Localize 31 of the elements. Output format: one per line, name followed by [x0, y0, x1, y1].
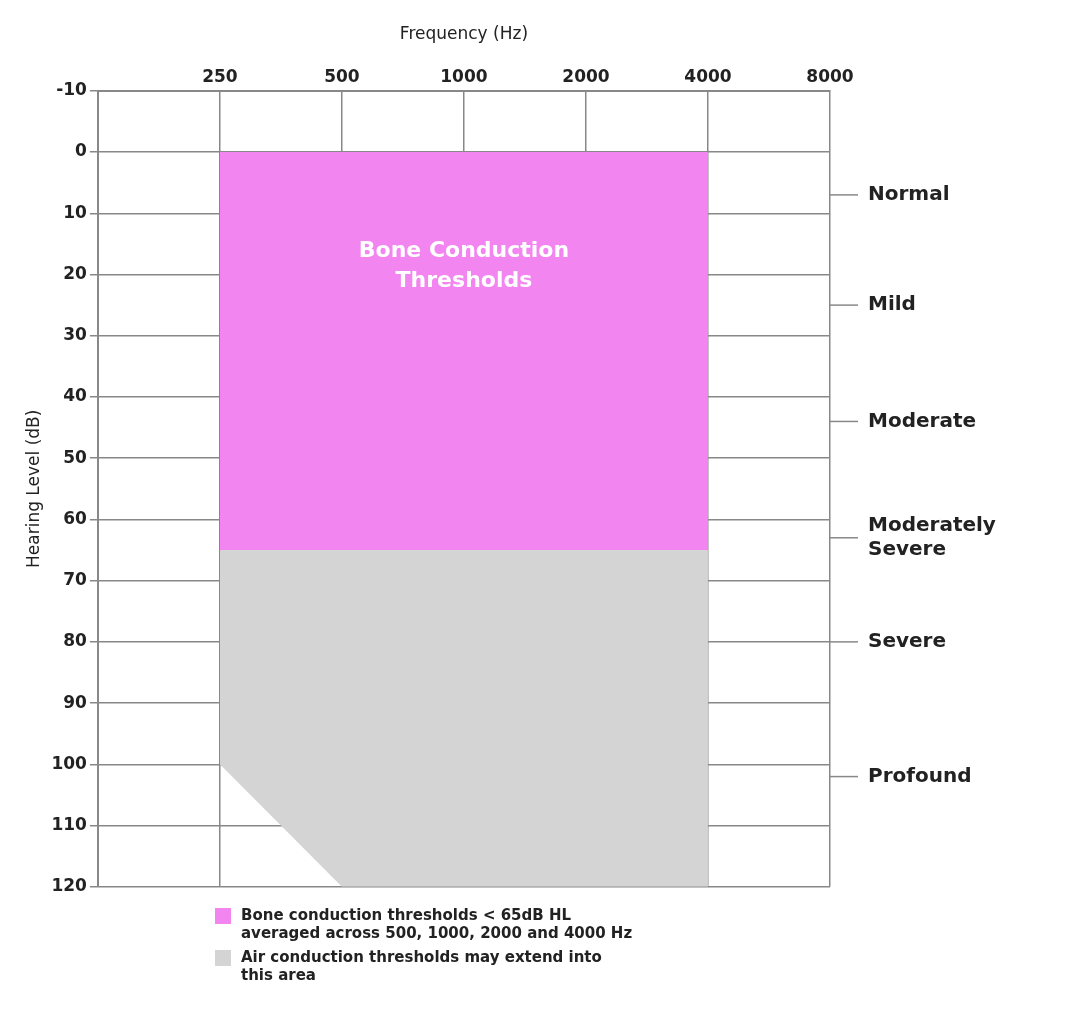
annotation: Bone Conduction Thresholds: [358, 236, 570, 292]
ref-line-label: Normal: [868, 181, 950, 206]
legend-label: Bone conduction thresholds < 65dB HL averaged across 500, 1000, 2000 and 4000 Hz: [241, 906, 634, 942]
y-tick-label: 110: [51, 813, 88, 834]
y-tick-label: 120: [51, 875, 88, 896]
ref-line-label: Moderately Severe: [868, 511, 996, 560]
y-tick-label: 70: [63, 569, 88, 590]
y-tick-label: -10: [56, 79, 88, 100]
y-axis-title: Hearing Level (dB): [22, 409, 43, 568]
y-tick-label: 80: [63, 630, 88, 651]
ref-line-label: Profound: [868, 762, 972, 787]
ref-line-label: Moderate: [868, 407, 977, 432]
y-tick-label: 100: [51, 752, 88, 773]
x-tick-label: 2000: [562, 66, 610, 87]
ref-line-label: Mild: [868, 291, 916, 316]
x-tick-label: 500: [324, 66, 360, 87]
y-tick-label: 20: [63, 262, 88, 283]
x-tick-label: 250: [202, 66, 238, 87]
x-tick-label: 4000: [684, 66, 732, 87]
y-tick-label: 60: [63, 507, 88, 528]
y-tick-label: 10: [63, 201, 88, 222]
x-tick-label: 1000: [440, 66, 488, 87]
y-tick-label: 90: [63, 691, 88, 712]
y-tick-label: 30: [63, 324, 88, 345]
y-tick-label: 50: [63, 446, 88, 467]
y-tick-label: 0: [75, 140, 88, 161]
x-axis-title: Frequency (Hz): [399, 22, 529, 43]
x-tick-label: 8000: [806, 66, 854, 87]
legend-label: Air conduction thresholds may extend into this area: [241, 948, 603, 984]
ref-line-label: Severe: [868, 628, 946, 653]
y-tick-label: 40: [63, 385, 88, 406]
